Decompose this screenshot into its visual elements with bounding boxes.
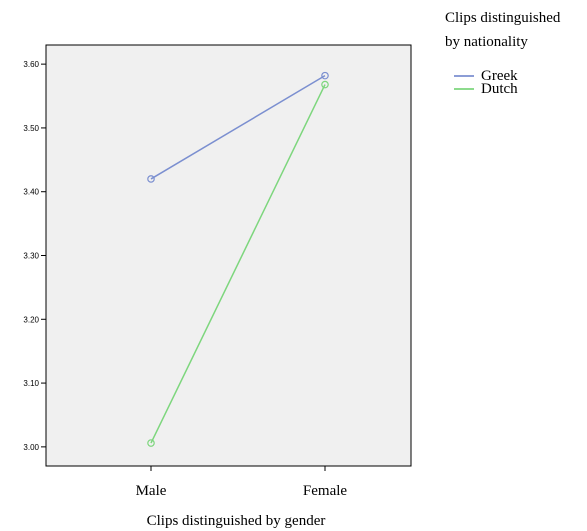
point-greek-male	[147, 175, 155, 183]
legend-title-line-2: by nationality	[445, 34, 528, 50]
y-axis: 3.00 3.10 3.20 3.30 3.40 3.50 3.60	[23, 60, 46, 452]
y-tick-label-4: 3.40	[23, 188, 39, 197]
y-tick-label-3: 3.30	[23, 252, 39, 261]
x-axis: Male Female	[136, 466, 347, 499]
point-greek-female	[321, 71, 329, 80]
x-tick-label-male: Male	[136, 483, 167, 499]
legend-title-line-1: Clips distinguished	[445, 10, 561, 26]
y-tick-label-5: 3.50	[23, 124, 39, 133]
legend-label-greek: Greek	[481, 68, 518, 84]
x-axis-title: Clips distinguished by gender	[147, 513, 326, 529]
series-line-greek	[150, 74, 326, 180]
legend: Clips distinguished by nationality Greek…	[445, 10, 561, 97]
series-layer	[147, 71, 329, 447]
legend-label-dutch: Dutch	[481, 81, 518, 97]
y-tick-label-0: 3.00	[23, 443, 39, 452]
y-tick-label-1: 3.10	[23, 379, 39, 388]
point-dutch-female	[321, 80, 329, 89]
plot-area	[45, 44, 412, 467]
y-tick-label-2: 3.20	[23, 315, 39, 324]
x-tick-label-female: Female	[303, 483, 347, 499]
series-line-dutch	[150, 84, 326, 444]
point-dutch-male	[147, 439, 155, 447]
y-tick-label-6: 3.60	[23, 60, 39, 69]
